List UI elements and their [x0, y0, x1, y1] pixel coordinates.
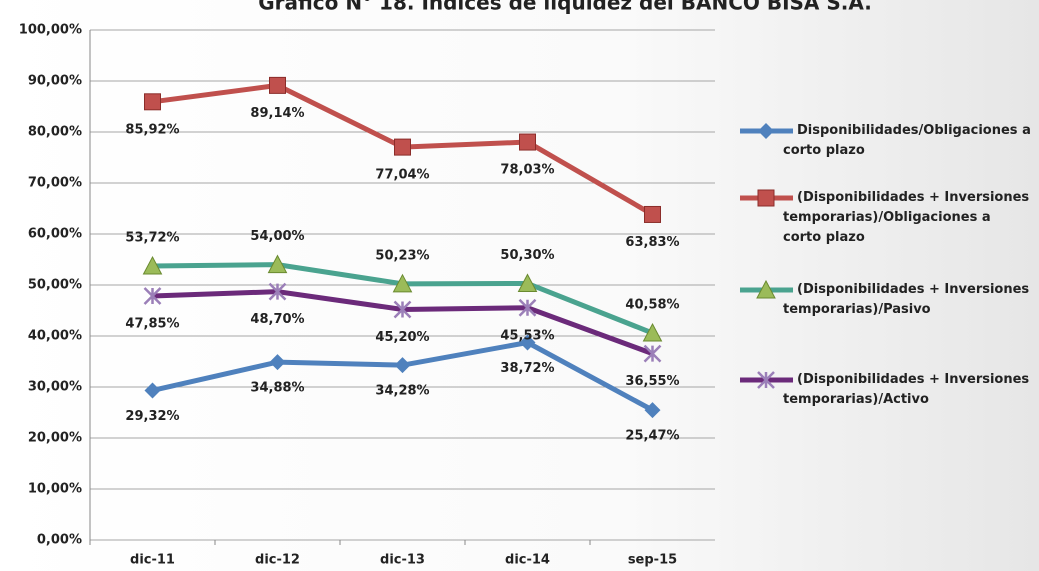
data-label: 45,53%	[500, 328, 554, 343]
marker	[518, 298, 537, 317]
y-tick-label: 30,00%	[28, 380, 82, 395]
data-label: 89,14%	[250, 106, 304, 121]
data-label: 54,00%	[250, 229, 304, 244]
x-tick-label: dic-14	[505, 553, 550, 568]
y-tick-label: 60,00%	[28, 227, 82, 242]
marker	[394, 138, 411, 156]
marker	[144, 93, 161, 111]
y-tick-label: 10,00%	[28, 482, 82, 497]
data-label: 50,30%	[500, 248, 554, 263]
data-label: 47,85%	[125, 316, 179, 331]
series	[143, 282, 662, 363]
marker	[394, 357, 411, 374]
x-tick-label: sep-15	[628, 553, 677, 568]
data-label: 45,20%	[375, 330, 429, 345]
legend-label: (Disponibilidades + Inversiones temporar…	[783, 282, 1030, 317]
data-label: 40,58%	[625, 298, 679, 313]
marker	[643, 344, 662, 363]
legend-label: (Disponibilidades + Inversiones temporar…	[783, 190, 1030, 245]
x-tick-label: dic-12	[255, 553, 300, 568]
data-label: 53,72%	[125, 231, 179, 246]
y-tick-label: 100,00%	[19, 23, 82, 38]
marker	[393, 300, 412, 319]
marker	[757, 371, 775, 389]
y-tick-label: 40,00%	[28, 329, 82, 344]
marker	[144, 382, 161, 399]
data-label: 48,70%	[250, 312, 304, 327]
y-tick-label: 0,00%	[37, 533, 82, 548]
y-tick-label: 20,00%	[28, 431, 82, 446]
marker	[519, 133, 536, 151]
series-line	[151, 339, 654, 413]
marker	[519, 334, 536, 351]
y-tick-label: 90,00%	[28, 74, 82, 89]
marker	[392, 273, 413, 293]
x-tick-label: dic-13	[380, 553, 425, 568]
marker	[143, 287, 162, 305]
data-label: 78,03%	[500, 163, 554, 178]
marker	[269, 76, 286, 94]
marker	[758, 123, 774, 139]
data-label: 25,47%	[625, 429, 679, 444]
data-label: 63,83%	[625, 235, 679, 250]
marker	[644, 205, 661, 223]
legend-label: Disponibilidades/Obligaciones a corto pl…	[783, 123, 1031, 158]
marker	[517, 273, 538, 292]
marker	[756, 279, 776, 299]
legend-label: (Disponibilidades + Inversiones temporar…	[783, 372, 1030, 407]
marker	[142, 255, 163, 275]
marker	[642, 322, 663, 342]
data-label: 50,23%	[375, 248, 429, 263]
y-tick-label: 80,00%	[28, 125, 82, 140]
y-tick-label: 70,00%	[28, 176, 82, 191]
series	[142, 254, 663, 342]
data-label: 36,55%	[625, 374, 679, 389]
marker	[757, 189, 775, 207]
marker	[644, 402, 661, 419]
chart-title: Gráfico N° 18. Índices de liquidez del B…	[258, 0, 872, 15]
x-tick-label: dic-11	[130, 553, 175, 568]
data-label: 77,04%	[375, 168, 429, 183]
marker	[267, 254, 288, 274]
marker	[268, 282, 287, 301]
data-label: 34,88%	[250, 381, 304, 396]
y-tick-label: 50,00%	[28, 278, 82, 293]
marker	[269, 354, 286, 371]
data-label: 34,28%	[375, 384, 429, 399]
series	[144, 334, 661, 419]
data-label: 38,72%	[500, 361, 554, 376]
data-label: 85,92%	[125, 122, 179, 137]
data-label: 29,32%	[125, 409, 179, 424]
series	[144, 76, 661, 223]
